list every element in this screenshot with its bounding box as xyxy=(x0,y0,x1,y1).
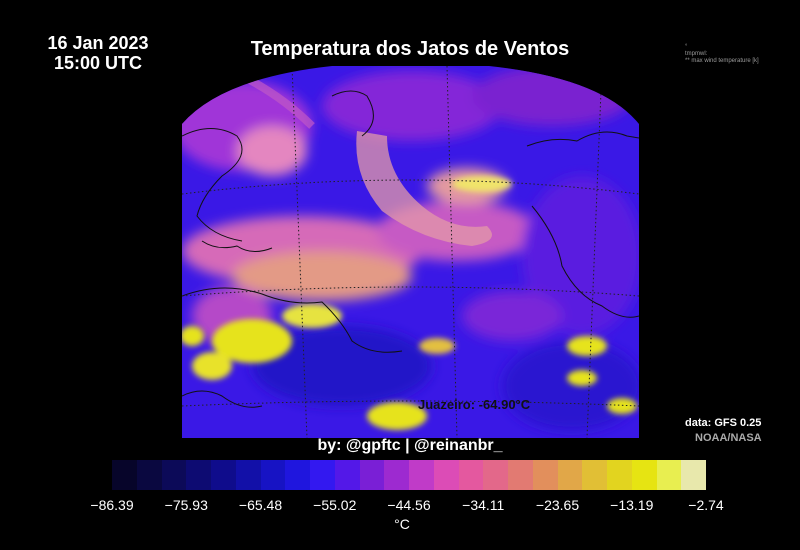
colorbar-swatch xyxy=(136,460,162,490)
temperature-map xyxy=(182,66,639,438)
colorbar-swatch xyxy=(656,460,682,490)
colorbar-swatch xyxy=(508,460,533,490)
colorbar-swatch xyxy=(186,460,211,490)
colorbar-tick-label: −44.56 xyxy=(387,497,431,513)
colorbar-swatch xyxy=(285,460,310,490)
colorbar-swatch xyxy=(532,460,558,490)
jet-stream-band xyxy=(356,131,492,246)
colorbar-swatch xyxy=(433,460,459,490)
coastlines xyxy=(182,90,639,408)
credit-label: by: @gpftc | @reinanbr_ xyxy=(317,437,503,454)
colorbar-unit-label: °C xyxy=(394,516,410,532)
colorbar-tick-label: −86.39 xyxy=(90,497,134,513)
colorbar-swatch xyxy=(458,460,484,490)
colorbar-swatch xyxy=(235,460,261,490)
meta-description: ** max wind temperature [k] xyxy=(685,58,759,64)
cold-core-cloud-tops xyxy=(182,176,637,430)
colorbar xyxy=(112,460,706,490)
colorbar-tick-label: −65.48 xyxy=(238,497,283,513)
colorbar-tick-label: −13.19 xyxy=(610,497,654,513)
variable-info: ° tmpmwl: ** max wind temperature [k] xyxy=(685,44,759,65)
colorbar-tick-label: −75.93 xyxy=(164,497,208,513)
colorbar-tick-label: −2.74 xyxy=(688,497,724,513)
station-annotation: Juazeiro: -64.90°C xyxy=(418,397,531,412)
colorbar-swatch xyxy=(334,460,360,490)
colorbar-tick-label: −23.65 xyxy=(535,497,580,513)
colorbar-ticks: −86.39 −75.93 −65.48 −55.02 −44.56 −34.11 −23.… xyxy=(0,497,800,513)
colorbar-swatch xyxy=(211,460,236,490)
date-time-label: 16 Jan 2023 15:00 UTC xyxy=(28,33,168,73)
colorbar-swatch xyxy=(384,460,409,490)
meta-degree: ° xyxy=(685,44,688,50)
map-title: Temperatura dos Jatos de Ventos xyxy=(250,38,570,60)
colorbar-tick-label: −55.02 xyxy=(313,497,357,513)
colorbar-swatch xyxy=(359,460,385,490)
colorbar-swatch xyxy=(557,460,583,490)
colorbar-swatch xyxy=(260,460,286,490)
colorbar-swatch xyxy=(112,460,137,490)
meta-variable: tmpmwl: xyxy=(685,51,708,57)
colorbar-swatch xyxy=(607,460,632,490)
colorbar-swatch xyxy=(631,460,657,490)
colorbar-swatch xyxy=(582,460,607,490)
colorbar-swatch xyxy=(310,460,335,490)
data-provider-label: NOAA/NASA xyxy=(695,432,762,444)
colorbar-swatch xyxy=(681,460,706,490)
time-label: 15:00 UTC xyxy=(53,53,143,73)
colorbar-swatch xyxy=(483,460,508,490)
date-label: 16 Jan 2023 xyxy=(47,33,149,53)
colorbar-swatch xyxy=(409,460,434,490)
colorbar-swatch xyxy=(161,460,187,490)
data-source-label: data: GFS 0.25 xyxy=(685,417,762,429)
graticule xyxy=(182,66,639,438)
colorbar-tick-label: −34.11 xyxy=(462,497,505,513)
